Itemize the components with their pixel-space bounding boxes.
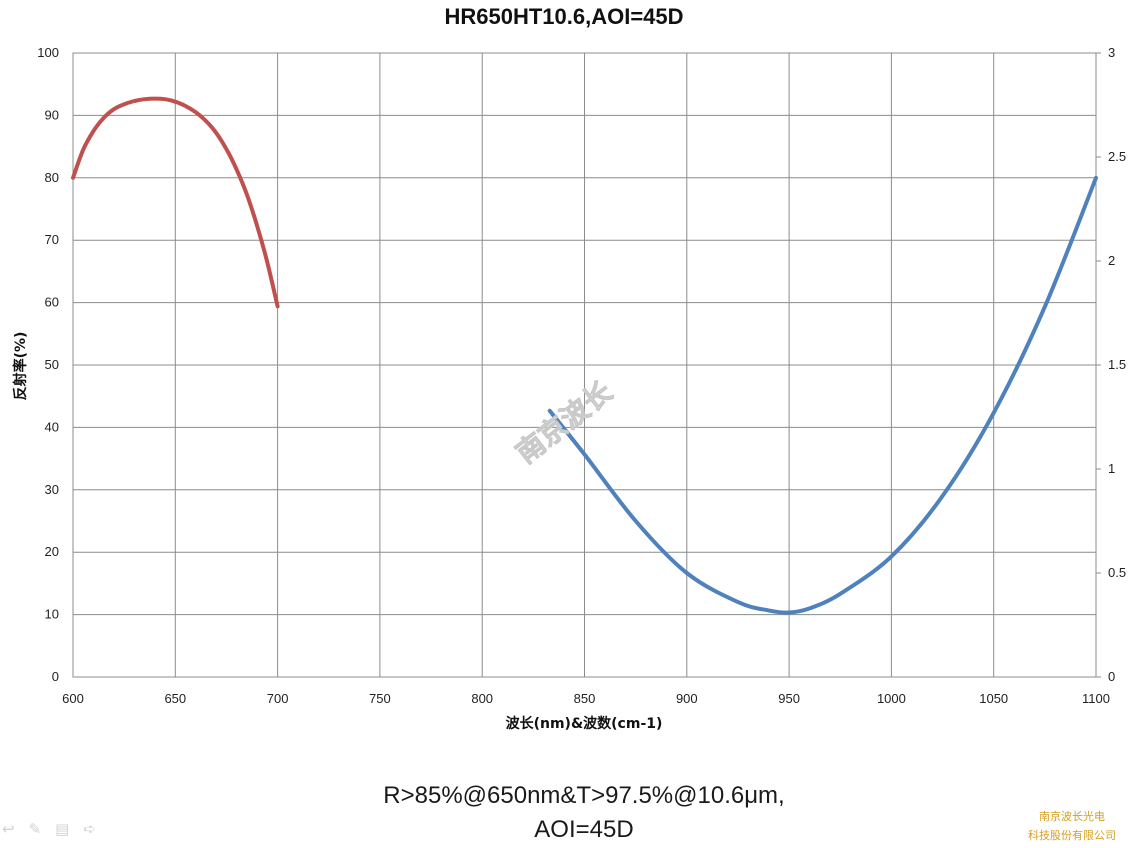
- y-axis-label: 反射率(%): [12, 332, 29, 401]
- y-tick-label: 0: [52, 669, 59, 684]
- y-tick-label: 70: [45, 232, 59, 247]
- x-tick-label: 950: [778, 691, 800, 706]
- x-tick-label: 600: [62, 691, 84, 706]
- x-tick-label: 850: [574, 691, 596, 706]
- y2-tick-label: 3: [1108, 45, 1115, 60]
- company-name-line1: 南京波长光电: [1039, 810, 1105, 823]
- company-name-line2: 科技股份有限公司: [1028, 829, 1116, 842]
- y-tick-label: 10: [45, 607, 59, 622]
- caption-spec: R>85%@650nm&T>97.5%@10.6μm,: [383, 782, 785, 809]
- x-tick-label: 1050: [979, 691, 1008, 706]
- slide-toolbar: ↩ ✎ ▤ ➪: [2, 820, 96, 838]
- y2-tick-label: 0.5: [1108, 565, 1126, 580]
- series-group: [71, 96, 1098, 615]
- y-tick-label: 20: [45, 544, 59, 559]
- y2-axis-ticks: 0 0.5 1 1.5 2 2.5 3: [1096, 45, 1126, 684]
- x-axis-ticks: 600 650 700 750 800 850 900 950 1000 1050 1100: [62, 691, 1110, 706]
- y-tick-label: 90: [45, 107, 59, 122]
- reflectance-series-line: [71, 96, 280, 309]
- y2-tick-label: 2: [1108, 253, 1115, 268]
- x-axis-label: 波长(nm)&波数(cm-1): [506, 715, 663, 732]
- back-arrow-icon[interactable]: ↩: [2, 820, 15, 838]
- y-tick-label: 100: [37, 45, 59, 60]
- x-tick-label: 900: [676, 691, 698, 706]
- y-axis-ticks: 0 10 20 30 40 50 60 70 80 90 100: [37, 45, 59, 684]
- menu-icon[interactable]: ▤: [55, 820, 70, 838]
- caption-aoi: AOI=45D: [534, 816, 634, 843]
- x-tick-label: 650: [164, 691, 186, 706]
- y-tick-label: 30: [45, 482, 59, 497]
- y-tick-label: 80: [45, 170, 59, 185]
- y2-tick-label: 0: [1108, 669, 1115, 684]
- chart-title: HR650HT10.6,AOI=45D: [444, 4, 683, 29]
- y-tick-label: 50: [45, 357, 59, 372]
- forward-arrow-icon[interactable]: ➪: [83, 820, 96, 838]
- transmission-series-line: [547, 175, 1098, 615]
- y2-tick-label: 1: [1108, 461, 1115, 476]
- x-tick-label: 1100: [1082, 691, 1110, 706]
- y2-tick-label: 2.5: [1108, 149, 1126, 164]
- x-tick-label: 800: [471, 691, 493, 706]
- y2-tick-label: 1.5: [1108, 357, 1126, 372]
- x-tick-label: 1000: [877, 691, 906, 706]
- x-tick-label: 700: [267, 691, 289, 706]
- y-tick-label: 60: [45, 295, 59, 310]
- watermark-text: 南京波长: [510, 375, 619, 470]
- x-tick-label: 750: [369, 691, 391, 706]
- pen-icon[interactable]: ✎: [28, 820, 42, 838]
- y-tick-label: 40: [45, 419, 59, 434]
